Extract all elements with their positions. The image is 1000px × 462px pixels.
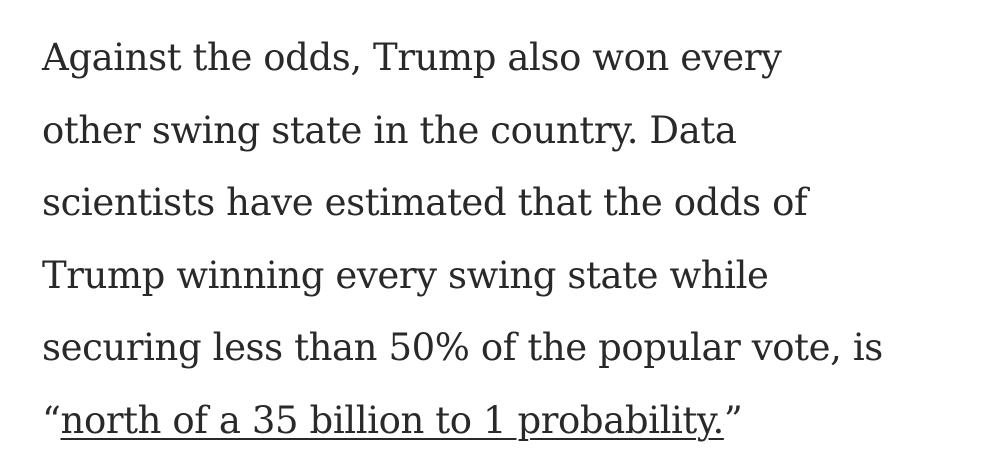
paragraph-line-4: Trump winning every swing state while xyxy=(42,253,769,297)
paragraph-line-3: scientists have estimated that the odds … xyxy=(42,181,808,224)
article-paragraph: Against the odds, Trump also won every o… xyxy=(42,22,982,457)
paragraph-line-6: “north of a 35 billion to 1 probability.… xyxy=(42,385,982,458)
probability-source-link[interactable]: north of a 35 billion to 1 probability. xyxy=(60,398,725,442)
close-quote: ” xyxy=(723,398,743,442)
open-quote: “ xyxy=(42,398,61,442)
paragraph-line-2: other swing state in the country. Data xyxy=(42,108,737,152)
paragraph-line-5: securing less than 50% of the popular vo… xyxy=(42,326,883,369)
paragraph-line-1: Against the odds, Trump also won every xyxy=(42,36,782,79)
